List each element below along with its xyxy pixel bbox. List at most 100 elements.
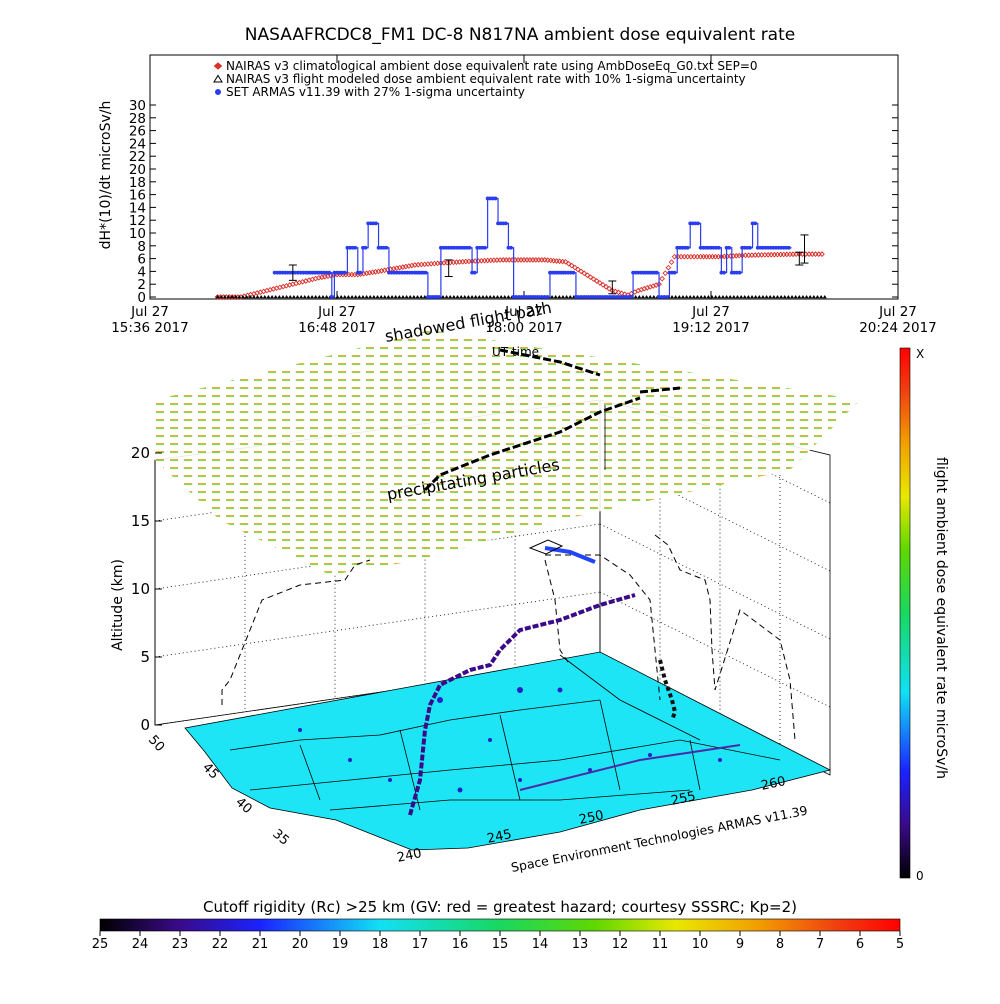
modeled-point (324, 295, 329, 299)
climatological-point (366, 269, 373, 276)
climatological-point (484, 257, 491, 264)
modeled-point (470, 295, 475, 299)
modeled-point (819, 295, 824, 299)
climatological-point (752, 252, 758, 258)
modeled-point (564, 295, 569, 299)
armas-point (277, 270, 282, 275)
climatological-point (369, 269, 376, 276)
modeled-point (342, 295, 347, 299)
armas-point (475, 245, 480, 250)
longitude-tick-label: 250 (578, 808, 605, 828)
armas-point (675, 245, 680, 250)
altitude-ticks: 0 5 10 15 20 (131, 444, 162, 734)
armas-point (342, 270, 347, 275)
longitude-tick-label: 255 (670, 789, 697, 809)
climatological-point (393, 265, 400, 272)
chart-title: NASAAFRCDC8_FM1 DC-8 N817NA ambient dose… (245, 25, 795, 45)
climatological-point (684, 253, 691, 260)
legend-label-armas: SET ARMAS v11.39 with 27% 1-sigma uncert… (226, 85, 525, 99)
modeled-point (717, 295, 722, 299)
climatological-point (425, 261, 431, 267)
armas-point (732, 270, 737, 275)
armas-point (327, 270, 332, 275)
armas-point (280, 270, 285, 275)
modeled-point (742, 295, 747, 299)
modeled-point (673, 295, 678, 299)
climatological-point (565, 260, 572, 267)
modeled-point (295, 295, 300, 299)
climatological-point (487, 257, 494, 264)
climatological-point (229, 294, 235, 300)
grid-line-back-right (599, 455, 831, 572)
modeled-point (371, 295, 376, 299)
modeled-point (677, 295, 682, 299)
armas-point (574, 295, 578, 299)
modeled-point (750, 295, 755, 299)
x-tick-label-time: 19:12 2017 (672, 320, 750, 336)
rigidity-tick-label: 16 (452, 937, 469, 952)
climatological-point (706, 253, 713, 260)
rigidity-tick-label: 19 (332, 937, 349, 952)
armas-point (703, 245, 708, 250)
climatological-point (727, 253, 734, 259)
armas-point (631, 270, 635, 275)
armas-point (353, 245, 358, 250)
modeled-point (444, 295, 449, 299)
armas-point (711, 245, 716, 250)
climatological-point (431, 260, 438, 267)
modeled-point (415, 295, 420, 299)
armas-point (436, 295, 441, 299)
armas-point (677, 245, 682, 250)
armas-point (657, 295, 661, 299)
climatological-point (530, 257, 536, 263)
modeled-point (299, 295, 304, 299)
modeled-point (230, 295, 235, 299)
y-tick-label: 24 (129, 136, 146, 152)
climatological-point (214, 294, 221, 300)
climatological-point (506, 257, 512, 263)
dose-colorbar: X 0 flight ambient dose equivalent rate … (899, 347, 949, 883)
armas-point (688, 221, 693, 226)
modeled-point (240, 295, 245, 299)
armas-point (542, 295, 547, 299)
x-tick-label-time: 15:36 2017 (111, 320, 189, 336)
altitude-tick-label: 20 (131, 444, 150, 462)
altitude-tick-label: 15 (131, 512, 150, 530)
longitude-tick-label: 240 (396, 846, 423, 866)
armas-point (371, 221, 376, 226)
modeled-point (695, 295, 700, 299)
rigidity-tick-label: 24 (132, 937, 149, 952)
armas-point (537, 295, 542, 299)
modeled-point (779, 295, 784, 299)
armas-point (285, 270, 290, 275)
modeled-point (411, 295, 416, 299)
modeled-point (637, 295, 642, 299)
precipitating-particles-sheet (155, 330, 860, 575)
modeled-point (306, 295, 311, 299)
climatological-point (381, 267, 388, 274)
modeled-point (226, 295, 231, 299)
y-tick-label: 14 (129, 200, 146, 216)
legend-marker-modeled (213, 74, 223, 83)
armas-point (410, 270, 415, 275)
climatological-point (322, 273, 328, 280)
climatological-point (512, 257, 518, 263)
armas-point (446, 245, 451, 250)
modeled-point (731, 295, 736, 299)
shadowed-flight-path (423, 348, 681, 492)
climatological-point (527, 257, 533, 263)
armas-point (392, 270, 397, 275)
armas-point (693, 221, 698, 226)
modeled-point (459, 295, 464, 299)
armas-point (724, 245, 729, 250)
dose-colorbar-label: flight ambient dose equivalent rate micr… (933, 457, 949, 779)
armas-point (296, 270, 300, 275)
modeled-point (644, 295, 649, 299)
armas-point (462, 245, 467, 250)
climatological-point (730, 253, 737, 259)
climatological-point (515, 257, 521, 263)
armas-point (400, 270, 404, 275)
modeled-point (339, 295, 344, 299)
